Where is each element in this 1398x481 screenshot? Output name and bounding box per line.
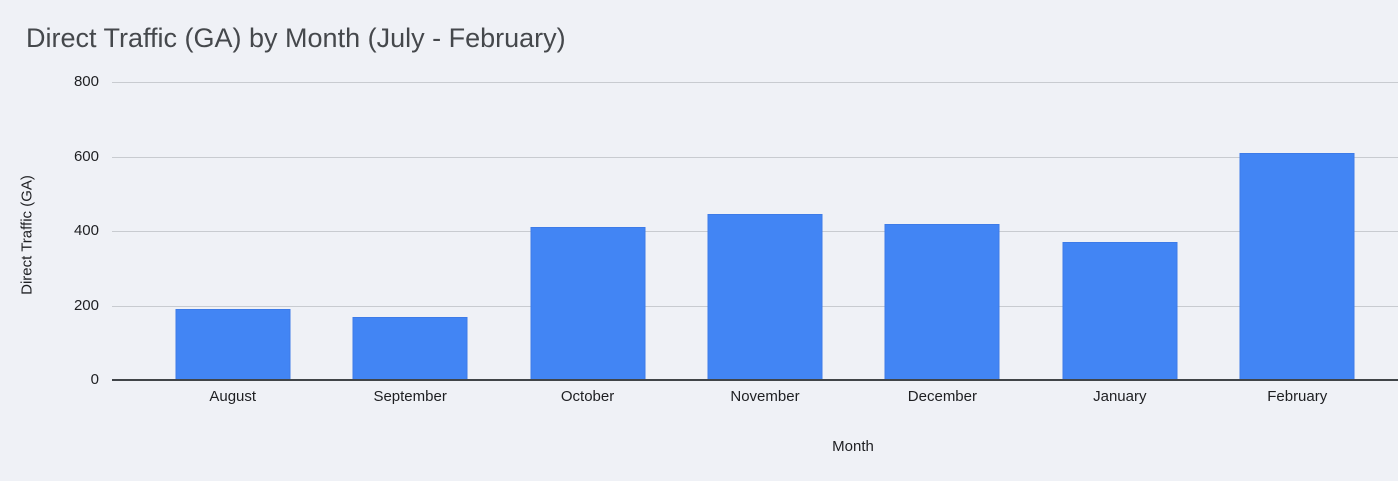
x-tick-label-october: October: [560, 388, 615, 405]
bar-september[interactable]: [352, 316, 468, 380]
bar-february[interactable]: [1239, 152, 1355, 380]
bar-october[interactable]: [530, 227, 646, 380]
bars-row: [144, 82, 1386, 380]
gridline-600: [112, 156, 1398, 158]
bar-slot-october: [499, 82, 676, 380]
x-axis-line: [112, 379, 1398, 381]
x-tick-label-november: November: [730, 388, 800, 405]
y-tick-label-400: 400: [73, 222, 99, 239]
x-axis-category-labels: August September October November December Ja…: [144, 388, 1386, 406]
bar-january[interactable]: [1062, 242, 1178, 380]
chart-title: Direct Traffic (GA) by Month (July - Feb…: [26, 23, 566, 53]
x-tick-label-january: January: [1093, 388, 1147, 405]
y-tick-label-200: 200: [73, 296, 99, 314]
bar-november[interactable]: [707, 214, 823, 380]
gridline-800: [112, 82, 1398, 83]
bar-slot-february: [1209, 82, 1386, 380]
bar-august[interactable]: [175, 309, 291, 380]
bar-december[interactable]: [884, 223, 1000, 380]
y-tick-label-800: 800: [73, 73, 99, 90]
y-tick-label-0: 0: [90, 371, 99, 388]
bar-slot-january: [1031, 82, 1208, 380]
plot-area: 0 200 400 600 800: [74, 73, 1398, 388]
x-tick-label-august: August: [209, 388, 257, 405]
bar-slot-december: [854, 82, 1031, 380]
x-tick-label-september: September: [373, 388, 447, 405]
x-axis-title: Month: [832, 438, 874, 455]
x-tick-label-february: February: [1267, 388, 1328, 405]
y-axis-title: Direct Traffic (GA): [18, 175, 36, 295]
y-axis-tick-labels: 0 200 400 600 800: [54, 73, 99, 388]
bar-slot-september: [321, 82, 498, 380]
bar-slot-august: [144, 82, 321, 380]
bar-slot-november: [676, 82, 853, 380]
x-tick-label-december: December: [907, 388, 977, 405]
y-tick-label-600: 600: [73, 147, 99, 165]
